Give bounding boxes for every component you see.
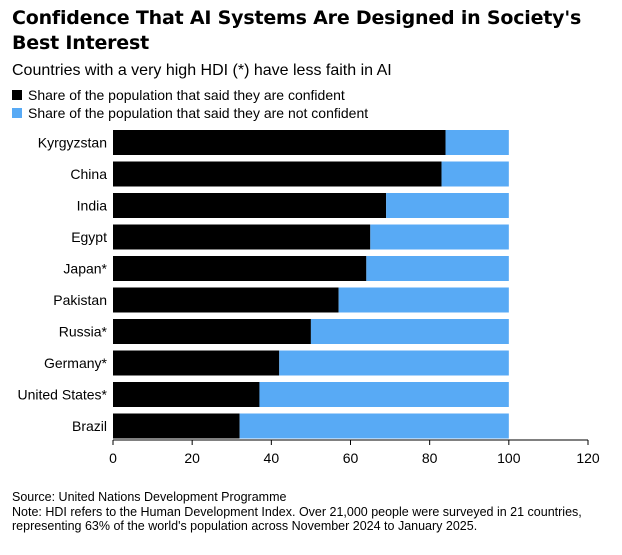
- bar-confident: [113, 287, 339, 313]
- x-tick-label: 60: [343, 450, 359, 466]
- category-label: Egypt: [71, 229, 107, 245]
- chart-subtitle: Countries with a very high HDI (*) have …: [12, 62, 392, 79]
- legend-swatch-confident: [12, 90, 22, 100]
- bar-confident: [113, 193, 387, 218]
- bar-not-confident: [279, 350, 509, 376]
- bar-confident: [113, 256, 367, 281]
- x-tick-label: 40: [264, 450, 280, 466]
- source-note: Source: United Nations Development Progr…: [12, 490, 287, 504]
- legend-item-confident: Share of the population that said they a…: [12, 86, 368, 104]
- legend-label-confident: Share of the population that said they a…: [28, 87, 345, 103]
- bar-not-confident: [259, 382, 509, 407]
- bar-chart: Kyrgyzstan China India Egypt Japan* Pakistan R…: [18, 130, 600, 466]
- category-label: Brazil: [72, 418, 107, 434]
- footnote: Note: HDI refers to the Human Developmen…: [12, 504, 582, 534]
- bar-confident: [113, 130, 446, 155]
- bar-confident: [113, 224, 371, 250]
- bar-not-confident: [441, 161, 509, 187]
- legend-label-not-confident: Share of the population that said they a…: [28, 105, 369, 121]
- x-tick-label: 100: [497, 450, 521, 466]
- chart-legend: Share of the population that said they a…: [12, 86, 368, 122]
- bar-not-confident: [338, 287, 509, 313]
- bar-confident: [113, 161, 442, 187]
- bar-not-confident: [445, 130, 509, 155]
- x-tick-label: 80: [422, 450, 438, 466]
- legend-swatch-not-confident: [12, 108, 22, 118]
- x-tick-label: 0: [109, 450, 117, 466]
- bar-not-confident: [370, 224, 509, 250]
- bar-confident: [113, 382, 260, 407]
- x-tick-label: 20: [184, 450, 200, 466]
- category-label: United States*: [18, 387, 108, 403]
- category-label: India: [77, 198, 108, 214]
- x-tick-label: 120: [576, 450, 600, 466]
- category-label: Germany*: [44, 355, 108, 371]
- category-label: Kyrgyzstan: [38, 135, 107, 151]
- bar-not-confident: [239, 413, 509, 439]
- bar-confident: [113, 319, 311, 344]
- bar-confident: [113, 413, 240, 439]
- chart-footer: Source: United Nations Development Progr…: [12, 490, 612, 534]
- bar-confident: [113, 350, 280, 376]
- category-label: China: [70, 166, 107, 182]
- category-label: Pakistan: [53, 292, 107, 308]
- chart-title: Confidence That AI Systems Are Designed …: [12, 7, 582, 54]
- bar-not-confident: [366, 256, 509, 281]
- category-label: Russia*: [59, 324, 108, 340]
- category-label: Japan*: [63, 261, 107, 277]
- legend-item-not-confident: Share of the population that said they a…: [12, 104, 368, 122]
- bar-not-confident: [310, 319, 509, 344]
- bar-not-confident: [386, 193, 509, 218]
